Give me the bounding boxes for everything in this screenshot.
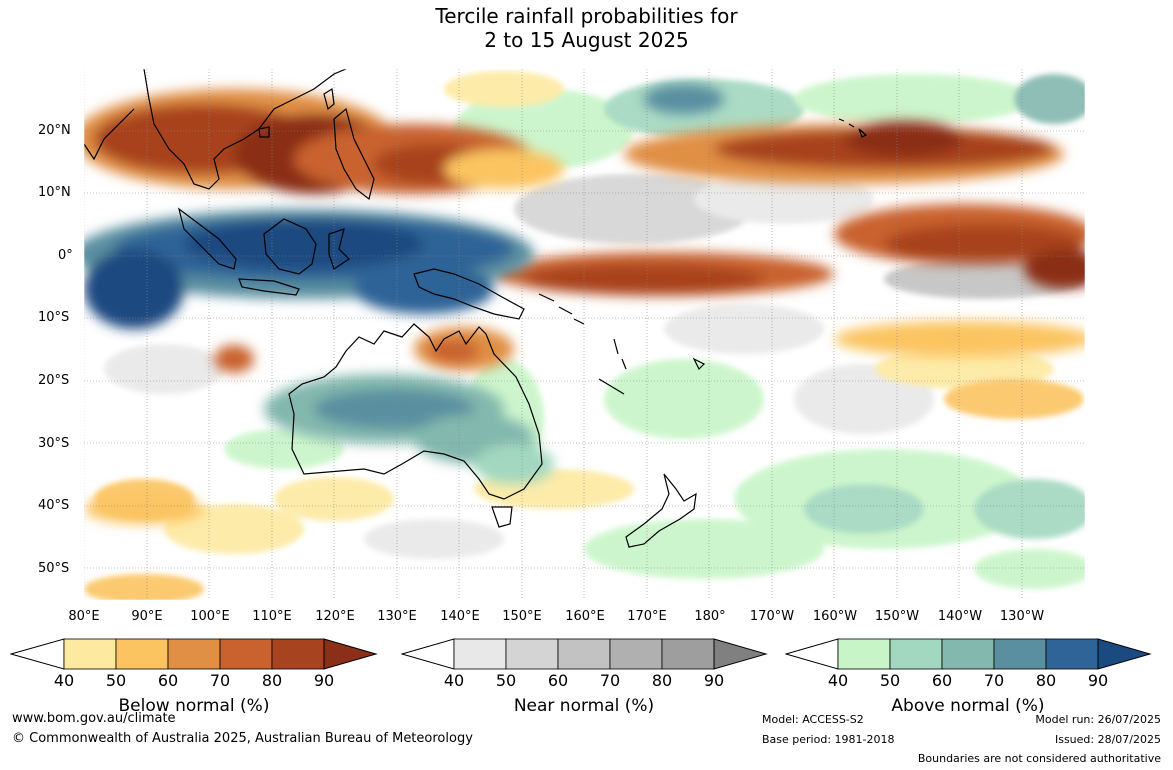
new-guinea-coast [413,268,525,320]
near-legend-tick: 90 [703,671,725,690]
taiwan-coast [323,87,335,111]
near-legend-tick: 50 [495,671,517,690]
near-legend-tick: 70 [599,671,621,690]
lon-label: 150°E [502,609,542,624]
sumatra-coast [178,207,237,270]
map-title: Tercile rainfall probabilities for 2 to … [435,4,738,52]
below-colorbar-segment [323,638,378,670]
india-coast [84,108,135,161]
vanuatu-coast [613,338,627,370]
lon-label: 130°E [377,609,417,624]
borneo-coast [263,218,317,275]
near-legend-title: Near normal (%) [513,696,655,716]
near-legend-tick: 40 [443,671,465,690]
lat-label: 10°S [38,310,70,325]
lat-label: 10°N [38,185,71,200]
near-colorbar-segment [453,638,507,670]
tasmania-coast [491,506,513,528]
asia-coast [143,69,347,190]
lon-label: 140°W [937,609,983,624]
java-coast [238,278,300,296]
below-legend-tick: 80 [261,671,283,690]
above-legend-tick: 60 [931,671,953,690]
source-url: www.bom.gov.au/climate [12,711,176,726]
above-legend-tick: 70 [983,671,1005,690]
philippines-coast [333,107,375,201]
boundaries-disclaimer: Boundaries are not considered authoritat… [917,752,1161,765]
hawaii-coast [838,118,868,138]
lat-label: 40°S [38,498,70,513]
below-legend-tick: 60 [157,671,179,690]
near-legend-tick: 80 [651,671,673,690]
lon-label: 120°E [315,609,355,624]
coastlines [84,69,868,548]
lat-label: 20°S [38,373,70,388]
above-colorbar-segment [837,638,891,670]
lon-label: 90°E [131,609,163,624]
lon-label: 100°E [190,609,230,624]
lon-label: 170°E [627,609,667,624]
model-run: Model run: 26/07/2025 [1035,713,1161,726]
near-colorbar-segment [713,638,768,670]
above-colorbar-segment [1045,638,1099,670]
above-colorbar-segment [1097,638,1152,670]
lon-label: 160°W [812,609,858,624]
above-colorbar-segment [941,638,995,670]
above-legend-tick: 80 [1035,671,1057,690]
below-colorbar-segment [115,638,169,670]
above-legend-tick: 90 [1087,671,1109,690]
near-colorbar-segment [505,638,559,670]
lat-label: 50°S [38,561,70,576]
lon-label: 140°E [440,609,480,624]
lon-label: 180° [694,609,726,624]
lon-label: 170°W [749,609,795,624]
below-colorbar-segment [63,638,117,670]
lon-label: 160°E [565,609,605,624]
near-normal-colorbar [401,638,768,670]
australia-coast [288,323,543,500]
model-name: Model: ACCESS-S2 [762,713,864,726]
above-colorbar-segment [889,638,943,670]
below-normal-colorbar [10,638,378,670]
below-colorbar-segment [167,638,221,670]
new-zealand-coast [625,473,697,548]
above-normal-colorbar [785,638,1152,670]
below-legend-tick: 50 [105,671,127,690]
below-colorbar-segment [219,638,273,670]
lon-label: 110°E [252,609,292,624]
above-legend-tick: 50 [879,671,901,690]
lat-label: 0° [58,248,73,263]
lon-label: 80°E [68,609,100,624]
solomon-islands-coast [538,293,585,325]
near-colorbar-segment [609,638,663,670]
lon-label: 130°W [999,609,1045,624]
below-legend-tick: 40 [53,671,75,690]
near-legend-tick: 60 [547,671,569,690]
hainan-coast [258,126,270,138]
graticule [84,69,1085,600]
below-legend-title: Below normal (%) [118,696,270,716]
lat-label: 20°N [38,123,71,138]
new-caledonia-coast [598,378,625,395]
fiji-coast [692,357,706,371]
above-legend-tick: 40 [827,671,849,690]
copyright: © Commonwealth of Australia 2025, Austra… [12,731,473,746]
issued-date: Issued: 28/07/2025 [1054,733,1161,746]
rainfall-probability-map [84,69,1085,600]
sulawesi-coast [328,228,350,270]
below-legend-tick: 90 [313,671,335,690]
below-colorbar-segment [271,638,325,670]
near-colorbar-segment [661,638,715,670]
near-colorbar-segment [557,638,611,670]
below-legend-tick: 70 [209,671,231,690]
above-colorbar-segment [993,638,1047,670]
above-legend-title: Above normal (%) [891,696,1045,716]
lat-label: 30°S [38,436,70,451]
base-period: Base period: 1981-2018 [762,733,895,746]
lon-label: 150°W [874,609,920,624]
above-normal-regions [84,84,724,484]
